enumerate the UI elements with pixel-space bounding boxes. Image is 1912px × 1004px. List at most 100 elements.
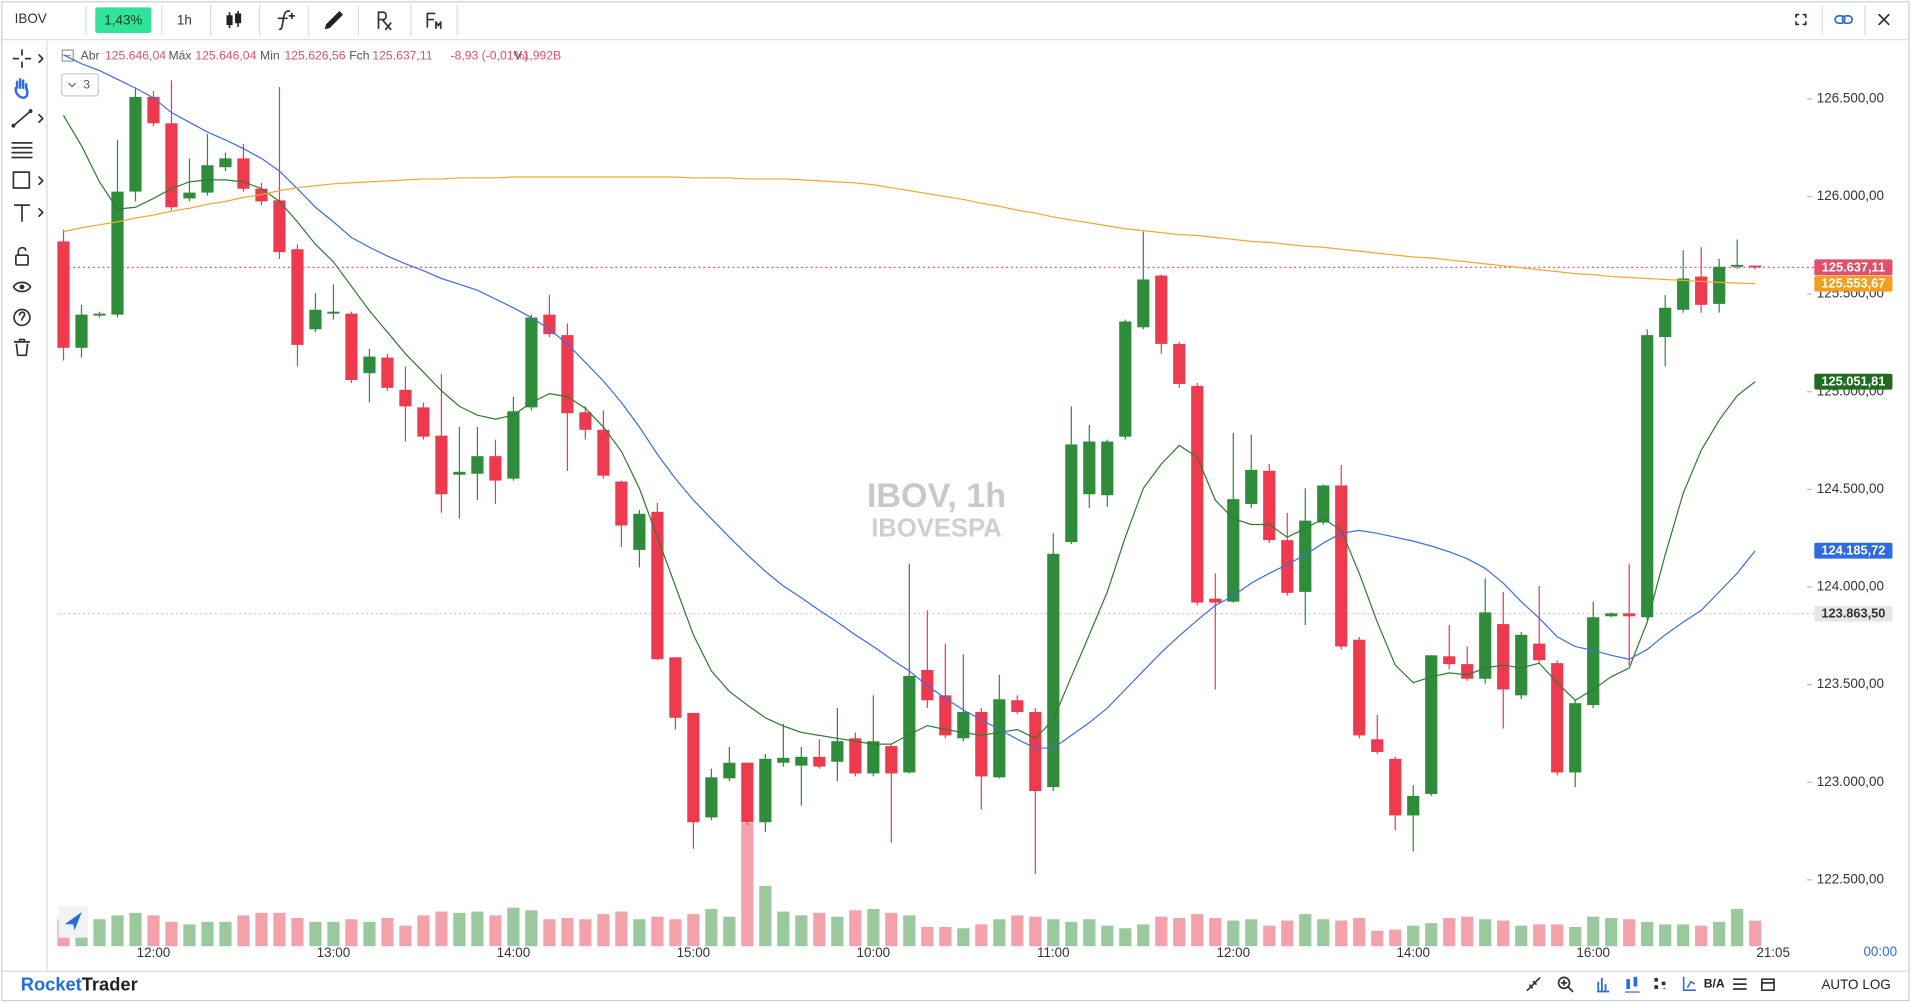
zoom-tool[interactable]	[1557, 976, 1574, 993]
volume-bar	[867, 908, 880, 947]
candle-body	[795, 756, 808, 766]
candle-body	[1497, 624, 1510, 690]
volume-bar	[561, 917, 574, 947]
bid-ask-button[interactable]: B/A	[1704, 976, 1725, 990]
price-marker	[1814, 605, 1893, 622]
volume-bar	[1083, 919, 1096, 947]
price-marker-label: 124.185,72	[1821, 543, 1885, 558]
candle-body	[1263, 470, 1276, 541]
visibility-tool[interactable]	[12, 281, 32, 293]
y-tick-label: 124.500,00	[1817, 481, 1884, 496]
countdown: 00:00	[1863, 944, 1897, 959]
legend-toggle[interactable]	[61, 49, 74, 62]
candle-body	[147, 96, 160, 124]
high-label: Máx	[168, 48, 191, 62]
change-badge[interactable]	[95, 7, 152, 33]
volume-bar	[993, 919, 1006, 947]
volume-bar	[1443, 917, 1456, 947]
fib-tool[interactable]	[11, 142, 33, 159]
volume-bar	[687, 914, 700, 947]
x-tick-label: 14:00	[1396, 945, 1430, 960]
candle-body	[1749, 265, 1762, 268]
x-tick-label: 12:00	[1216, 945, 1250, 960]
lock-tool[interactable]	[15, 246, 29, 266]
candle-body	[1515, 634, 1528, 696]
candle-body	[1083, 441, 1096, 495]
volume-bar	[165, 921, 178, 947]
volume-bar	[129, 912, 142, 947]
candle-body	[201, 165, 214, 193]
candle-body	[291, 249, 304, 345]
log-scale-button[interactable]: LOG	[1862, 977, 1890, 992]
candle-body	[1011, 700, 1024, 712]
ruler-tool[interactable]	[1526, 977, 1541, 992]
low-label: Min	[260, 48, 280, 62]
close-button[interactable]	[1878, 13, 1890, 26]
candle-body	[1731, 264, 1744, 267]
volume-bar	[1335, 920, 1348, 947]
candle-body	[561, 335, 574, 414]
volume-bar	[1551, 924, 1564, 947]
volume-bar	[1101, 925, 1114, 947]
high-value: 125.646,04	[195, 48, 256, 62]
candle-body	[1029, 711, 1042, 792]
volume-bar	[633, 919, 646, 947]
timeframe[interactable]: 1h	[177, 12, 192, 27]
volume-bar	[1191, 914, 1204, 947]
volume-bar	[93, 919, 106, 947]
volume-bar	[1263, 925, 1276, 947]
volume-bar	[1371, 930, 1384, 947]
draw-button[interactable]	[324, 10, 344, 30]
symbol[interactable]: IBOV	[15, 11, 47, 26]
watermark-subtitle: IBOVESPA	[871, 515, 1002, 543]
help-tool[interactable]	[13, 308, 31, 327]
settings-button[interactable]	[1760, 978, 1775, 992]
delete-tool[interactable]	[13, 338, 31, 357]
replay-button[interactable]	[377, 11, 392, 31]
candle-type-button[interactable]	[226, 10, 242, 29]
candle-body	[309, 309, 322, 330]
plot: 122.500,00 123.000,00 123.500,00 124.000,00…	[57, 54, 1897, 960]
text-tool[interactable]	[13, 204, 44, 222]
candle-body	[1173, 343, 1186, 384]
indicators-button[interactable]	[277, 10, 296, 31]
line-tool[interactable]	[11, 109, 44, 128]
volume-bar	[201, 921, 214, 947]
candle-body	[237, 158, 250, 189]
fullscreen-button[interactable]	[1795, 13, 1807, 26]
change-value: -8,93 (-0,01%)	[451, 48, 529, 62]
crosshair-tool[interactable]	[12, 49, 44, 69]
candle-layer	[57, 80, 1762, 874]
candle-body	[1227, 499, 1240, 602]
volume-bar	[1461, 916, 1474, 947]
volume-bar	[1065, 921, 1078, 947]
candle-body	[633, 513, 646, 550]
candle-body	[453, 471, 466, 475]
formula-button[interactable]	[426, 12, 442, 29]
scroll-icon	[64, 912, 82, 931]
indicator-collapse[interactable]	[61, 73, 99, 97]
candles-toggle[interactable]	[1625, 976, 1640, 993]
volume-bar	[363, 921, 376, 947]
volume-bar	[417, 915, 430, 947]
auto-scale-button[interactable]: AUTO	[1821, 977, 1858, 992]
candle-body	[849, 738, 862, 774]
volume-bar	[525, 910, 538, 947]
candle-body	[777, 757, 790, 763]
volume-layer	[57, 266, 1815, 947]
candle-body	[1119, 321, 1132, 437]
brand: RocketTrader	[21, 973, 138, 994]
candle-body	[1623, 613, 1636, 617]
candle-body	[1299, 520, 1312, 592]
pan-tool[interactable]	[14, 78, 29, 99]
volume-bar	[1137, 924, 1150, 947]
candle-body	[183, 192, 196, 199]
bars-toggle[interactable]	[1682, 976, 1696, 991]
session-toggle[interactable]	[1732, 978, 1747, 990]
shape-tool[interactable]	[12, 171, 44, 189]
volume-bar	[741, 822, 754, 947]
link-button[interactable]	[1834, 15, 1854, 25]
grid-toggle[interactable]	[1654, 977, 1666, 989]
volume-toggle[interactable]	[1596, 977, 1610, 993]
volume-bar	[1569, 926, 1582, 947]
